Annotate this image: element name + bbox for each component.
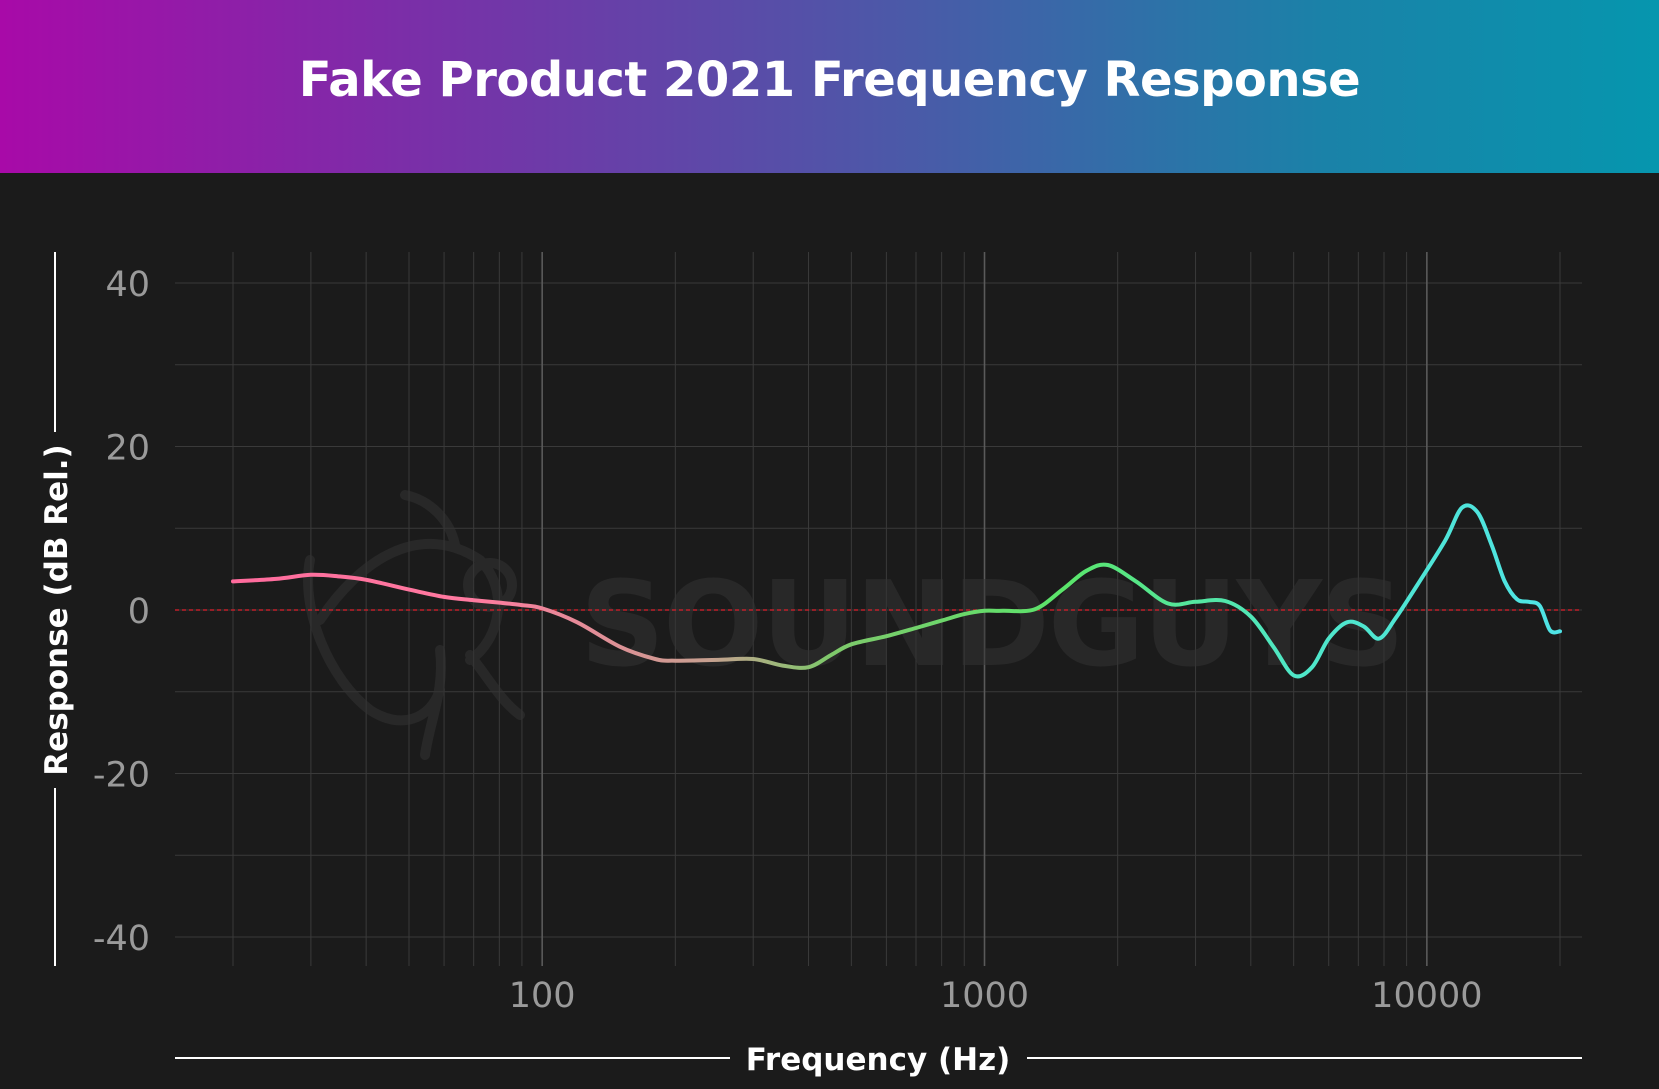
series-0-line bbox=[231, 503, 1562, 679]
x-axis-label: Frequency (Hz) bbox=[746, 1042, 1011, 1078]
x-tick-label: 1000 bbox=[940, 976, 1029, 1016]
x-tick-label: 100 bbox=[509, 976, 576, 1016]
watermark-logo-icon bbox=[303, 490, 525, 760]
x-tick-labels: 100 1000 10000 bbox=[509, 976, 1483, 1016]
y-axis-label: Response (dB Rel.) bbox=[39, 444, 75, 775]
y-tick-label: 20 bbox=[105, 429, 150, 469]
y-tick-label: 0 bbox=[128, 592, 150, 632]
y-tick-label: 40 bbox=[105, 265, 150, 305]
y-tick-label: -40 bbox=[93, 919, 150, 959]
title-banner bbox=[0, 0, 1659, 173]
chart-title: Fake Product 2021 Frequency Response bbox=[298, 52, 1361, 108]
x-tick-label: 10000 bbox=[1371, 976, 1482, 1016]
watermark-text: SOUNDGUYS bbox=[580, 555, 1403, 693]
y-tick-labels: 40 20 0 -20 -40 bbox=[93, 265, 150, 959]
y-tick-label: -20 bbox=[93, 756, 150, 796]
soundguys-watermark: SOUNDGUYS bbox=[303, 490, 1405, 760]
